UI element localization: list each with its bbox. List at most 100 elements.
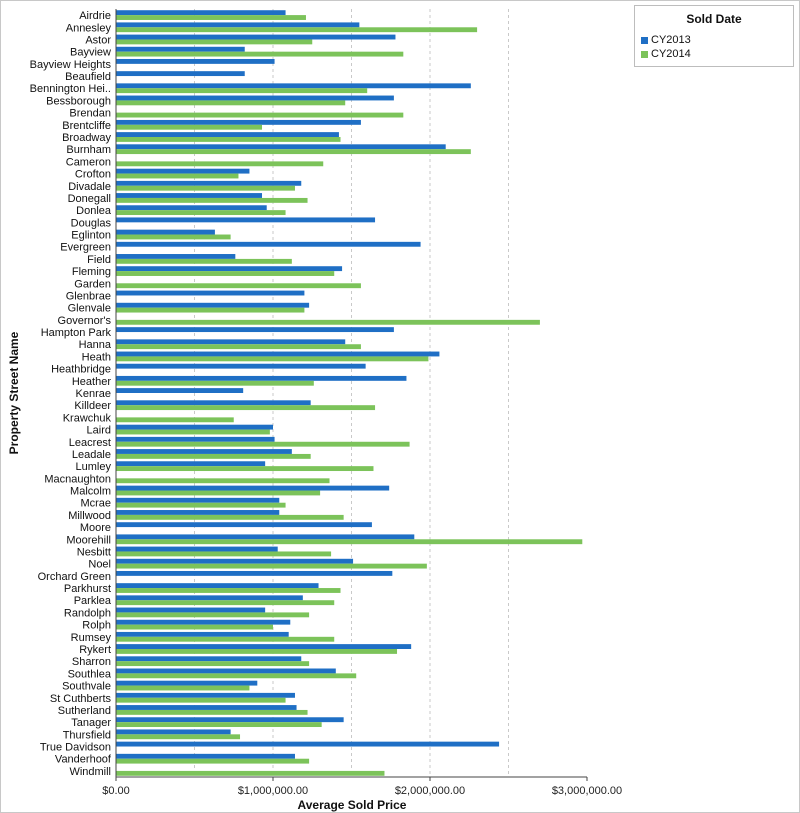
bar-cy2014-southvale[interactable] xyxy=(116,685,250,691)
bar-cy2014-heather[interactable] xyxy=(116,380,314,386)
bar-cy2013-beaufield[interactable] xyxy=(116,71,245,77)
bar-cy2014-noel[interactable] xyxy=(116,563,427,569)
bar-cy2014-millwood[interactable] xyxy=(116,514,344,520)
bar-cy2014-randolph[interactable] xyxy=(116,612,310,618)
bar-cy2014-tanager[interactable] xyxy=(116,722,322,728)
bar-cy2013-parkhurst[interactable] xyxy=(116,583,319,589)
bar-cy2013-killdeer[interactable] xyxy=(116,400,311,406)
bar-cy2013-orchard-green[interactable] xyxy=(116,570,393,576)
bar-cy2014-astor[interactable] xyxy=(116,39,313,45)
bar-cy2014-brentcliffe[interactable] xyxy=(116,124,263,130)
bar-cy2014-killdeer[interactable] xyxy=(116,405,376,411)
bar-cy2014-hanna[interactable] xyxy=(116,344,361,350)
bar-cy2014-leacrest[interactable] xyxy=(116,441,410,447)
bar-cy2013-moore[interactable] xyxy=(116,522,372,528)
bar-cy2013-leadale[interactable] xyxy=(116,449,292,454)
bar-cy2013-nesbitt[interactable] xyxy=(116,546,278,552)
legend-item-cy2014[interactable]: CY2014 xyxy=(641,47,691,61)
bar-cy2014-airdrie[interactable] xyxy=(116,15,306,20)
bar-cy2013-douglas[interactable] xyxy=(116,217,376,223)
bar-cy2014-annesley[interactable] xyxy=(116,27,478,33)
bar-cy2013-kenrae[interactable] xyxy=(116,388,244,393)
bar-cy2013-heath[interactable] xyxy=(116,351,440,357)
bar-cy2013-heather[interactable] xyxy=(116,375,407,381)
bar-cy2013-lumley[interactable] xyxy=(116,461,266,467)
bar-cy2013-divadale[interactable] xyxy=(116,180,302,186)
bar-cy2014-lumley[interactable] xyxy=(116,466,374,472)
bar-cy2014-burnham[interactable] xyxy=(116,149,471,155)
bar-cy2014-field[interactable] xyxy=(116,258,292,264)
bar-cy2014-divadale[interactable] xyxy=(116,185,295,191)
bar-cy2013-fleming[interactable] xyxy=(116,266,343,272)
bar-cy2013-thursfield[interactable] xyxy=(116,729,231,735)
bar-cy2013-airdrie[interactable] xyxy=(116,10,286,16)
bar-cy2013-southvale[interactable] xyxy=(116,680,258,686)
bar-cy2013-crofton[interactable] xyxy=(116,168,250,174)
bar-cy2013-eglinton[interactable] xyxy=(116,229,215,235)
bar-cy2014-glenvale[interactable] xyxy=(116,307,305,313)
bar-cy2013-hanna[interactable] xyxy=(116,339,346,345)
bar-cy2014-governor-s[interactable] xyxy=(116,319,540,325)
bar-cy2014-rolph[interactable] xyxy=(116,624,273,630)
bar-cy2013-malcolm[interactable] xyxy=(116,485,390,491)
bar-cy2014-bayview[interactable] xyxy=(116,51,404,57)
legend-item-cy2013[interactable]: CY2013 xyxy=(641,33,691,47)
bar-cy2013-vanderhoof[interactable] xyxy=(116,753,295,759)
bar-cy2013-rykert[interactable] xyxy=(116,644,412,649)
bar-cy2013-heathbridge[interactable] xyxy=(116,363,366,369)
bar-cy2013-evergreen[interactable] xyxy=(116,241,421,247)
bar-cy2014-moorehill[interactable] xyxy=(116,539,583,545)
bar-cy2013-parklea[interactable] xyxy=(116,595,303,601)
bar-cy2013-burnham[interactable] xyxy=(116,144,446,150)
bar-cy2013-tanager[interactable] xyxy=(116,717,344,723)
bar-cy2014-thursfield[interactable] xyxy=(116,734,241,740)
bar-cy2013-st-cuthberts[interactable] xyxy=(116,692,295,698)
bar-cy2014-bennington-hei[interactable] xyxy=(116,88,368,94)
bar-cy2013-bennington-hei[interactable] xyxy=(116,83,471,89)
bar-cy2014-krawchuk[interactable] xyxy=(116,417,234,423)
bar-cy2014-leadale[interactable] xyxy=(116,453,311,459)
bar-cy2013-field[interactable] xyxy=(116,254,236,259)
bar-cy2013-randolph[interactable] xyxy=(116,607,266,613)
bar-cy2014-cameron[interactable] xyxy=(116,161,324,167)
bar-cy2013-annesley[interactable] xyxy=(116,22,360,28)
bar-cy2013-astor[interactable] xyxy=(116,34,396,40)
bar-cy2014-rumsey[interactable] xyxy=(116,636,335,642)
bar-cy2013-laird[interactable] xyxy=(116,424,273,430)
bar-cy2014-vanderhoof[interactable] xyxy=(116,758,310,764)
bar-cy2014-sutherland[interactable] xyxy=(116,709,308,715)
bar-cy2013-leacrest[interactable] xyxy=(116,436,275,442)
bar-cy2014-brendan[interactable] xyxy=(116,112,404,118)
bar-cy2014-parklea[interactable] xyxy=(116,600,335,606)
bar-cy2014-garden[interactable] xyxy=(116,283,361,289)
bar-cy2013-noel[interactable] xyxy=(116,558,354,564)
bar-cy2014-heath[interactable] xyxy=(116,356,429,362)
bar-cy2013-donegall[interactable] xyxy=(116,193,263,198)
bar-cy2013-mcrae[interactable] xyxy=(116,497,280,503)
bar-cy2013-glenbrae[interactable] xyxy=(116,290,305,296)
bar-cy2014-southlea[interactable] xyxy=(116,673,357,679)
bar-cy2014-eglinton[interactable] xyxy=(116,234,231,240)
bar-cy2013-true-davidson[interactable] xyxy=(116,741,500,747)
bar-cy2013-millwood[interactable] xyxy=(116,510,280,515)
bar-cy2014-donlea[interactable] xyxy=(116,210,286,216)
bar-cy2014-sharron[interactable] xyxy=(116,661,310,667)
bar-cy2013-sharron[interactable] xyxy=(116,656,302,662)
bar-cy2014-broadway[interactable] xyxy=(116,137,341,142)
bar-cy2014-st-cuthberts[interactable] xyxy=(116,697,286,703)
bar-cy2014-bessborough[interactable] xyxy=(116,100,346,106)
bar-cy2014-macnaughton[interactable] xyxy=(116,478,330,484)
bar-cy2013-bessborough[interactable] xyxy=(116,95,394,101)
bar-cy2013-hampton-park[interactable] xyxy=(116,327,394,333)
bar-cy2014-mcrae[interactable] xyxy=(116,502,286,508)
bar-cy2014-fleming[interactable] xyxy=(116,271,335,276)
bar-cy2013-bayview-heights[interactable] xyxy=(116,58,275,64)
bar-cy2013-moorehill[interactable] xyxy=(116,534,415,540)
bar-cy2013-rumsey[interactable] xyxy=(116,631,289,637)
bar-cy2014-crofton[interactable] xyxy=(116,173,239,179)
bar-cy2014-windmill[interactable] xyxy=(116,770,385,776)
bar-cy2013-glenvale[interactable] xyxy=(116,302,310,308)
bar-cy2014-nesbitt[interactable] xyxy=(116,551,332,557)
bar-cy2013-donlea[interactable] xyxy=(116,205,267,211)
bar-cy2013-sutherland[interactable] xyxy=(116,705,297,710)
